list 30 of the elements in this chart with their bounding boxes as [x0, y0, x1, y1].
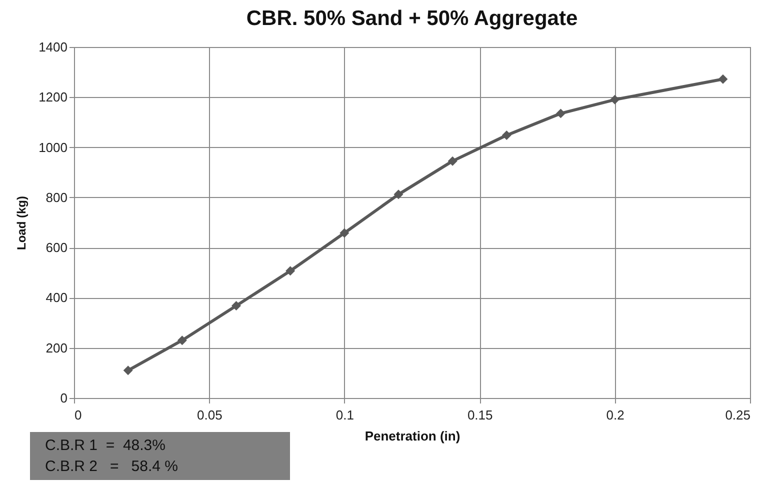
point [177, 336, 187, 346]
point [394, 190, 404, 200]
x-axis-title: Penetration (in) [364, 428, 460, 444]
y-tick-label: 400 [46, 290, 68, 306]
point [502, 130, 512, 140]
y-axis-title: Load (kg) [14, 196, 29, 250]
point [123, 366, 133, 376]
y-tick-label: 200 [46, 340, 68, 356]
point [286, 266, 296, 276]
y-tick-label: 0 [60, 390, 68, 406]
point [448, 156, 458, 166]
point [340, 228, 350, 238]
y-tick-label: 800 [46, 190, 68, 205]
point [556, 108, 566, 118]
point [231, 300, 241, 310]
point [718, 74, 728, 84]
text: C.B.R 1 = 48.3% [45, 437, 166, 454]
y-tick-label: 600 [46, 240, 68, 256]
y-tick-label: 1400 [38, 40, 68, 54]
y-tick-label: 1000 [38, 140, 68, 155]
x-tick-label: 0.05 [197, 408, 222, 422]
point [610, 94, 620, 104]
x-tick-label: 0 [74, 408, 82, 422]
x-tick-label: 0.1 [336, 408, 354, 422]
x-tick-label: 0.15 [467, 408, 493, 422]
x-tick-label: 0.25 [725, 408, 750, 422]
x-tick-label: 0.2 [606, 408, 624, 422]
text: C.B.R 2 = 58.4 % [45, 458, 178, 475]
y-tick-label: 1200 [38, 90, 68, 105]
chart-title: CBR. 50% Sand + 50% Aggregate [246, 7, 578, 30]
